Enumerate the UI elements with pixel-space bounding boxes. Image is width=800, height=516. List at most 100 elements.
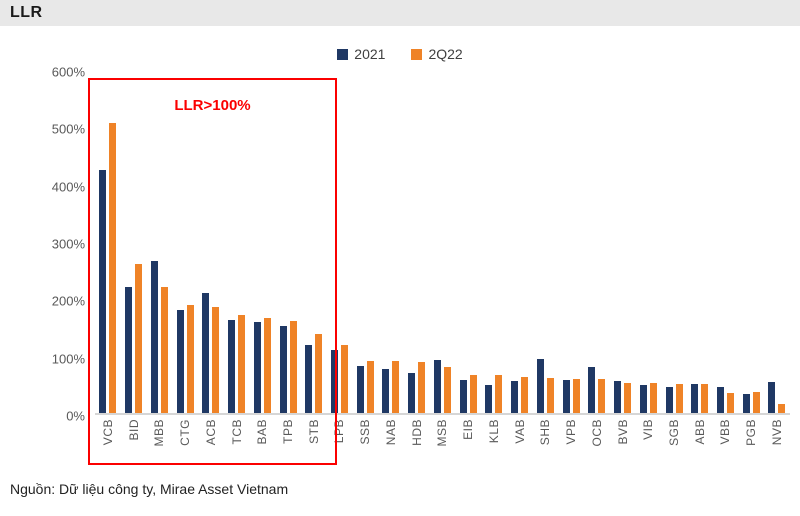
bar-group-pgb	[738, 71, 764, 413]
bar-group-abb	[687, 71, 713, 413]
y-tick-label: 100%	[51, 351, 85, 367]
bar-group-eib	[455, 71, 481, 413]
y-tick-label: 500%	[51, 121, 85, 137]
bar-2q22-vpb	[572, 379, 580, 413]
x-label-vpb: VPB	[564, 419, 579, 445]
x-label-eib: EIB	[461, 419, 476, 440]
x-label-cell: CTG	[172, 419, 198, 465]
bar-2q22-lpb	[340, 345, 348, 413]
x-label-shb: SHB	[538, 419, 553, 446]
x-label-cell: PGB	[738, 419, 764, 465]
bar-2021-bvb	[614, 381, 622, 413]
bar-2q22-acb	[212, 307, 220, 413]
x-label-cell: EIB	[455, 419, 481, 465]
bar-2q22-ctg	[186, 305, 194, 413]
bar-2021-msb	[433, 360, 441, 413]
bar-group-vcb	[95, 71, 121, 413]
legend-item-2q22: 2Q22	[411, 46, 463, 62]
x-label-vib: VIB	[641, 419, 656, 440]
bar-2021-vpb	[562, 380, 570, 413]
bar-2q22-abb	[701, 384, 709, 413]
y-tick-label: 200%	[51, 293, 85, 309]
bar-2q22-bid	[135, 264, 143, 413]
x-label-ocb: OCB	[589, 419, 604, 447]
bar-group-vab	[507, 71, 533, 413]
x-label-cell: VPB	[558, 419, 584, 465]
bar-2q22-vcb	[109, 123, 117, 413]
x-label-vbb: VBB	[718, 419, 733, 445]
x-label-klb: KLB	[486, 419, 501, 444]
legend-label: 2021	[354, 46, 386, 62]
x-label-acb: ACB	[203, 419, 218, 446]
bar-2q22-ocb	[598, 379, 606, 413]
bar-2021-eib	[459, 380, 467, 413]
x-label-ctg: CTG	[178, 419, 193, 446]
x-axis-labels: VCB BID MBB CTG ACB TCB BAB TPB STB LPB SSB NAB HDB M…	[95, 419, 790, 465]
x-label-cell: BID	[121, 419, 147, 465]
bar-2q22-vib	[649, 383, 657, 413]
bar-group-nvb	[764, 71, 790, 413]
bar-2021-stb	[305, 345, 313, 413]
x-label-stb: STB	[306, 419, 321, 444]
bar-2021-ocb	[588, 367, 596, 413]
bar-2q22-bab	[263, 318, 271, 413]
legend-label: 2Q22	[428, 46, 463, 62]
bar-2q22-bvb	[624, 383, 632, 413]
x-label-cell: KLB	[481, 419, 507, 465]
x-label-ssb: SSB	[358, 419, 373, 445]
x-label-cell: OCB	[584, 419, 610, 465]
bar-2q22-hdb	[418, 362, 426, 413]
bar-group-lpb	[327, 71, 353, 413]
x-label-cell: VCB	[95, 419, 121, 465]
bar-2q22-tpb	[289, 321, 297, 413]
bar-2021-ctg	[176, 310, 184, 413]
bar-2021-lpb	[330, 350, 338, 413]
bar-2q22-vab	[521, 377, 529, 413]
bar-2021-sgb	[665, 387, 673, 413]
x-label-cell: MBB	[146, 419, 172, 465]
x-label-tpb: TPB	[281, 419, 295, 444]
y-tick-label: 300%	[51, 236, 85, 252]
legend-swatch-icon	[337, 48, 349, 60]
bar-group-vbb	[713, 71, 739, 413]
bar-2021-tcb	[228, 320, 236, 413]
bar-group-ssb	[352, 71, 378, 413]
bar-2021-bab	[253, 322, 261, 413]
bar-group-ocb	[584, 71, 610, 413]
bar-2q22-ssb	[366, 361, 374, 413]
x-label-cell: TCB	[224, 419, 250, 465]
bar-2021-pgb	[742, 394, 750, 413]
bar-2021-bid	[125, 287, 133, 413]
x-label-cell: NAB	[378, 419, 404, 465]
bar-group-bid	[121, 71, 147, 413]
x-label-cell: MSB	[430, 419, 456, 465]
x-label-cell: NVB	[764, 419, 790, 465]
x-label-cell: SGB	[661, 419, 687, 465]
x-label-bab: BAB	[255, 419, 270, 445]
x-label-cell: BAB	[249, 419, 275, 465]
bar-2q22-nvb	[778, 404, 786, 413]
x-label-nvb: NVB	[769, 419, 784, 446]
bar-group-mbb	[146, 71, 172, 413]
x-label-cell: VAB	[507, 419, 533, 465]
x-label-cell: BVB	[610, 419, 636, 465]
bar-2021-acb	[202, 293, 210, 413]
bar-group-tcb	[224, 71, 250, 413]
x-label-mbb: MBB	[152, 419, 167, 447]
x-label-cell: VIB	[635, 419, 661, 465]
bar-2021-hdb	[408, 373, 416, 413]
x-label-cell: STB	[301, 419, 327, 465]
chart-legend: 2021 2Q22	[0, 46, 800, 62]
bar-2q22-eib	[469, 375, 477, 413]
bar-2q22-msb	[443, 367, 451, 413]
x-label-cell: VBB	[713, 419, 739, 465]
x-label-vab: VAB	[512, 419, 527, 444]
x-label-nab: NAB	[383, 419, 398, 446]
bar-group-hdb	[404, 71, 430, 413]
bar-2021-vab	[511, 381, 519, 413]
bar-2021-vbb	[716, 387, 724, 413]
x-label-cell: TPB	[275, 419, 301, 465]
x-label-cell: LPB	[327, 419, 353, 465]
plot-area	[95, 71, 790, 415]
